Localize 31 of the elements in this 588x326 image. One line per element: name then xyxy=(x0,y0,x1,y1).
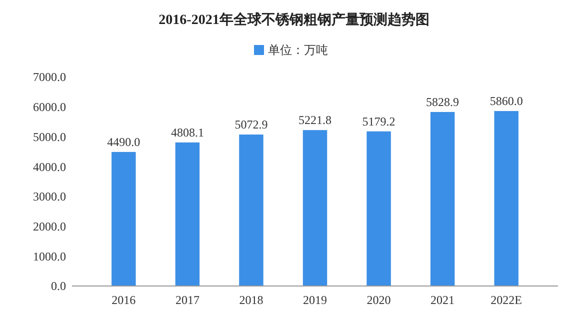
text: 5179.2 xyxy=(362,114,396,128)
text: 5860.0 xyxy=(490,94,523,108)
bar xyxy=(494,111,518,286)
x-tick-label: 2017 xyxy=(175,293,200,307)
y-tick-label: 5000.0 xyxy=(33,130,66,144)
legend-label: 单位：万吨 xyxy=(268,43,328,58)
x-tick-label: 2022E xyxy=(490,293,522,307)
text: 5828.9 xyxy=(426,94,460,109)
bar xyxy=(302,130,328,286)
y-tick-label: 6000.0 xyxy=(33,100,66,114)
x-tick-label: 2019 xyxy=(303,293,327,307)
text: 5072.9 xyxy=(234,118,268,132)
text: 4808.1 xyxy=(170,125,204,140)
bar xyxy=(112,152,136,286)
bar xyxy=(239,134,264,286)
x-tick-label: 2021 xyxy=(430,293,455,307)
x-tick-label: 2020 xyxy=(366,293,391,307)
text: 5221.8 xyxy=(298,113,332,128)
y-tick-label: 2000.0 xyxy=(33,219,66,234)
y-tick-label: 0.0 xyxy=(51,279,66,294)
y-tick-label: 1000.0 xyxy=(33,249,66,264)
x-tick-label: 2018 xyxy=(239,293,264,307)
y-tick-label: 4000.0 xyxy=(33,160,66,174)
chart-title: 2016-2021年全球不锈钢粗钢产量预测趋势图 xyxy=(158,11,430,28)
bar xyxy=(430,112,455,286)
text: 4490.0 xyxy=(107,134,140,149)
bar xyxy=(175,142,200,286)
y-tick-label: 7000.0 xyxy=(33,70,66,84)
x-tick-label: 2016 xyxy=(112,293,136,307)
y-tick-label: 3000.0 xyxy=(33,190,66,204)
bar xyxy=(366,131,391,286)
